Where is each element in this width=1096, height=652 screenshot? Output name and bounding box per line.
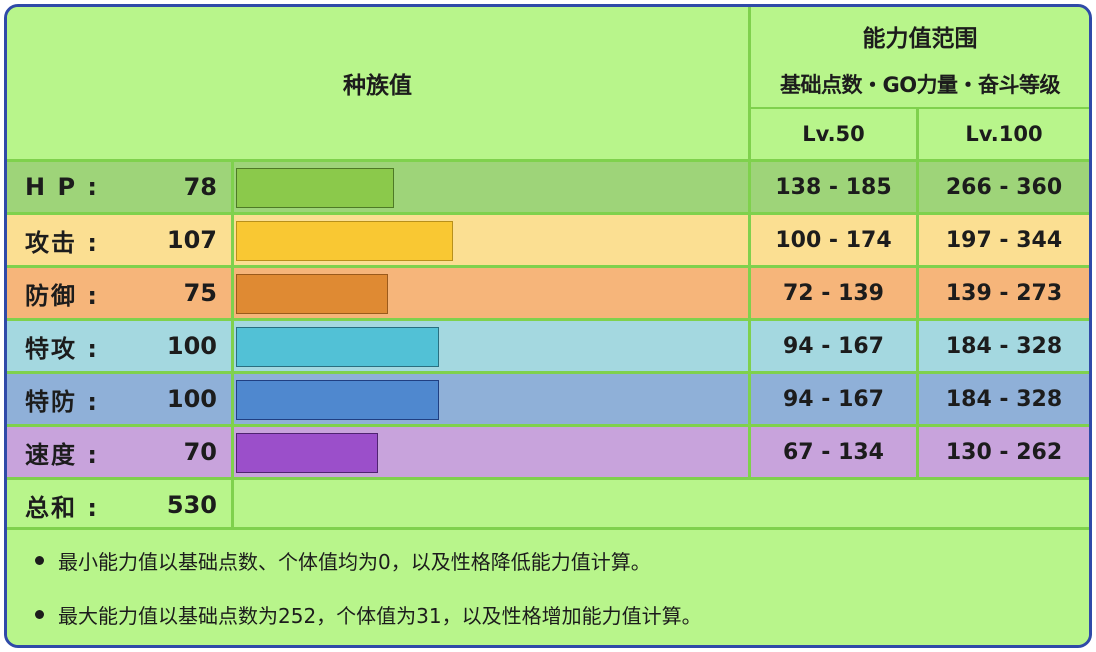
stat-range-lv50: 94 - 167: [783, 386, 884, 412]
stat-label: 速度 :: [25, 440, 99, 469]
stat-label: H P :: [25, 173, 99, 201]
notes-section: 最小能力值以基础点数、个体值均为0，以及性格降低能力值计算。 最大能力值以基础点…: [7, 530, 1089, 645]
stat-bar: [236, 274, 388, 314]
stat-row-defense: 防御 : 75 72 - 139 139 - 273: [7, 268, 1089, 318]
note-max: 最大能力值以基础点数为252，个体值为31，以及性格增加能力值计算。: [35, 600, 702, 629]
stat-label-cell: 特攻 : 100: [7, 321, 231, 371]
stat-bar: [236, 221, 453, 261]
stat-label-cell: 速度 : 70: [7, 427, 231, 477]
stat-value: 100: [166, 332, 217, 360]
stat-range-lv100: 130 - 262: [945, 439, 1063, 465]
stat-label: 攻击 :: [25, 228, 99, 257]
stat-bar: [236, 380, 439, 420]
note-text: 最小能力值以基础点数、个体值均为0，以及性格降低能力值计算。: [58, 550, 651, 574]
stat-bar-cell: [234, 215, 748, 265]
stat-bar: [236, 327, 439, 367]
stat-range-lv50: 67 - 134: [783, 439, 884, 465]
range-title: 能力值范围: [862, 26, 978, 52]
stat-label-cell: H P : 78: [7, 162, 231, 212]
stat-range-lv100: 197 - 344: [945, 227, 1063, 253]
stat-row-sp-attack: 特攻 : 100 94 - 167 184 - 328: [7, 321, 1089, 371]
stat-value: 70: [183, 438, 217, 466]
stat-row-total: 总和 : 530: [7, 480, 1089, 530]
stat-bar-cell: [234, 321, 748, 371]
stat-value: 107: [166, 226, 217, 254]
stat-value: 100: [166, 385, 217, 413]
bullet-icon: [35, 610, 44, 619]
lv50-header: Lv.50: [802, 122, 865, 146]
stat-row-attack: 攻击 : 107 100 - 174 197 - 344: [7, 215, 1089, 265]
stat-value: 75: [183, 279, 217, 307]
lv100-header: Lv.100: [965, 122, 1043, 146]
total-label-cell: 总和 : 530: [7, 480, 231, 530]
stat-row-sp-defense: 特防 : 100 94 - 167 184 - 328: [7, 374, 1089, 424]
stat-range-lv50: 100 - 174: [775, 227, 892, 253]
note-min: 最小能力值以基础点数、个体值均为0，以及性格降低能力值计算。: [35, 546, 651, 575]
stat-label: 特防 :: [25, 387, 99, 416]
stat-label-cell: 特防 : 100: [7, 374, 231, 424]
total-value: 530: [166, 491, 217, 519]
stat-label-cell: 攻击 : 107: [7, 215, 231, 265]
base-stats-header: 种族值: [7, 7, 748, 159]
stat-row-hp: H P : 78 138 - 185 266 - 360: [7, 162, 1089, 212]
note-text: 最大能力值以基础点数为252，个体值为31，以及性格增加能力值计算。: [58, 604, 702, 628]
stat-range-lv100: 266 - 360: [945, 174, 1063, 200]
stat-bar: [236, 433, 378, 473]
bullet-icon: [35, 556, 44, 565]
stat-range-lv50: 94 - 167: [783, 333, 884, 359]
stat-range-lv50: 138 - 185: [775, 174, 892, 200]
stat-range-lv100: 184 - 328: [945, 386, 1063, 412]
stat-label-cell: 防御 : 75: [7, 268, 231, 318]
stats-panel: 种族值 能力值范围 基础点数・GO力量・奋斗等级 Lv.50 Lv.100 H …: [4, 4, 1092, 648]
total-label: 总和 :: [25, 493, 99, 522]
stat-bar-cell: [234, 162, 748, 212]
stat-range-lv50: 72 - 139: [783, 280, 884, 306]
stat-label: 防御 :: [25, 281, 99, 310]
stat-value: 78: [183, 173, 217, 201]
stat-range-lv100: 139 - 273: [945, 280, 1063, 306]
range-subtitle: 基础点数・GO力量・奋斗等级: [779, 73, 1061, 97]
stat-bar-cell: [234, 268, 748, 318]
stat-range-header: 能力值范围 基础点数・GO力量・奋斗等级 Lv.50 Lv.100: [751, 7, 1089, 159]
stat-label: 特攻 :: [25, 334, 99, 363]
stat-row-speed: 速度 : 70 67 - 134 130 - 262: [7, 427, 1089, 477]
stat-bar: [236, 168, 394, 208]
stat-bar-cell: [234, 427, 748, 477]
stat-range-lv100: 184 - 328: [945, 333, 1063, 359]
stat-bar-cell: [234, 374, 748, 424]
